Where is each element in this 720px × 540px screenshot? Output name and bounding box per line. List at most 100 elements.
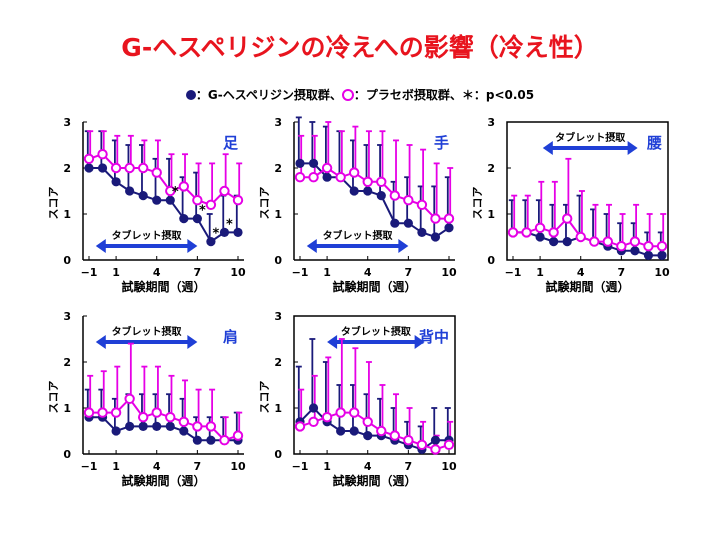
placebo-point	[83, 407, 95, 418]
placebo-point	[219, 185, 230, 197]
x-tick-label: −1	[81, 460, 98, 473]
intake-arrow-left-head	[95, 335, 106, 349]
verum-point	[444, 223, 454, 233]
y-tick-label: 1	[63, 208, 71, 221]
placebo-point	[335, 407, 346, 418]
x-tick-label: 7	[405, 460, 413, 473]
verum-point	[165, 195, 175, 205]
placebo-series-line	[88, 153, 239, 206]
verum-point	[363, 186, 373, 196]
intake-arrow-left-head	[95, 239, 106, 253]
placebo-point	[137, 412, 149, 423]
y-tick-label: 2	[487, 162, 495, 175]
verum-point	[430, 232, 441, 242]
chart-panel-3: 0 1 2 3 −1 1 4 7 10 試験期間（週） スコア 腰 タブレット摂取	[471, 116, 670, 294]
y-axis-title: スコア	[471, 187, 484, 220]
y-tick-label: 3	[63, 310, 71, 323]
placebo-point	[376, 425, 387, 437]
placebo-point	[443, 439, 455, 450]
x-tick-label: 1	[112, 266, 120, 279]
x-tick-label: 10	[441, 460, 457, 473]
placebo-point	[403, 195, 414, 206]
placebo-point	[205, 421, 217, 432]
placebo-point	[110, 407, 122, 418]
x-axis-title: 試験期間（週）	[332, 473, 416, 488]
verum-point	[165, 421, 175, 431]
y-tick-label: 0	[274, 254, 282, 267]
verum-point	[125, 186, 135, 196]
intake-annotation: タブレット摂取	[112, 325, 183, 338]
y-tick-label: 3	[274, 310, 282, 323]
placebo-point	[165, 185, 176, 197]
placebo-point	[110, 162, 122, 174]
placebo-point	[124, 393, 135, 404]
x-tick-label: 10	[654, 266, 670, 279]
placebo-point	[534, 222, 546, 234]
intake-arrow-right-head	[627, 141, 638, 155]
y-tick-label: 3	[274, 116, 282, 129]
verum-point	[535, 232, 545, 242]
x-tick-label: 10	[441, 266, 457, 279]
x-tick-label: 10	[230, 266, 246, 279]
placebo-point	[308, 416, 319, 427]
x-tick-label: −1	[292, 266, 309, 279]
verum-point	[152, 421, 162, 431]
placebo-point	[443, 213, 455, 224]
verum-point	[657, 250, 667, 260]
verum-point	[349, 186, 359, 196]
verum-point	[125, 421, 135, 431]
y-tick-label: 2	[274, 162, 282, 175]
verum-point	[138, 191, 148, 201]
placebo-point	[430, 213, 441, 224]
placebo-point	[589, 236, 600, 247]
placebo-point	[416, 439, 428, 450]
verum-point	[138, 421, 148, 431]
intake-annotation: タブレット摂取	[112, 229, 183, 242]
significance-asterisk: *	[172, 185, 179, 200]
placebo-point	[294, 421, 306, 432]
placebo-point	[656, 241, 668, 252]
placebo-point	[521, 227, 532, 238]
placebo-point	[389, 430, 401, 441]
placebo-point	[151, 407, 162, 418]
placebo-point	[507, 227, 519, 238]
x-axis-title: 試験期間（週）	[121, 279, 205, 294]
placebo-point	[362, 416, 373, 427]
placebo-point	[335, 172, 346, 183]
y-tick-label: 1	[274, 402, 282, 415]
panel-label: 手	[434, 134, 449, 152]
verum-point	[430, 435, 441, 445]
verum-point	[403, 218, 413, 228]
placebo-point	[430, 444, 441, 455]
intake-arrow-right-head	[187, 335, 198, 349]
verum-point	[179, 426, 189, 436]
placebo-point	[643, 241, 654, 252]
x-tick-label: −1	[81, 266, 98, 279]
verum-marker-icon	[185, 90, 196, 100]
intake-annotation: タブレット摂取	[341, 325, 412, 338]
verum-point	[111, 177, 121, 187]
y-tick-label: 3	[63, 116, 71, 129]
verum-point	[562, 237, 572, 247]
placebo-point	[321, 162, 333, 174]
verum-series-line	[300, 162, 450, 239]
verum-point	[219, 227, 230, 237]
y-tick-label: 2	[274, 356, 282, 369]
placebo-point	[219, 435, 230, 446]
y-tick-label: 1	[487, 208, 495, 221]
placebo-point	[294, 172, 306, 183]
placebo-point	[205, 199, 217, 211]
x-tick-label: 4	[577, 266, 585, 279]
placebo-point	[348, 167, 360, 178]
intake-arrow-left-head	[327, 335, 338, 349]
placebo-point	[178, 181, 190, 192]
y-tick-label: 3	[487, 116, 495, 129]
x-tick-label: 4	[153, 460, 161, 473]
y-axis-title: スコア	[258, 381, 271, 414]
x-tick-label: 7	[405, 266, 413, 279]
verum-point	[363, 431, 373, 441]
panel-label: 腰	[646, 134, 662, 152]
x-axis-title: 試験期間（週）	[121, 473, 205, 488]
